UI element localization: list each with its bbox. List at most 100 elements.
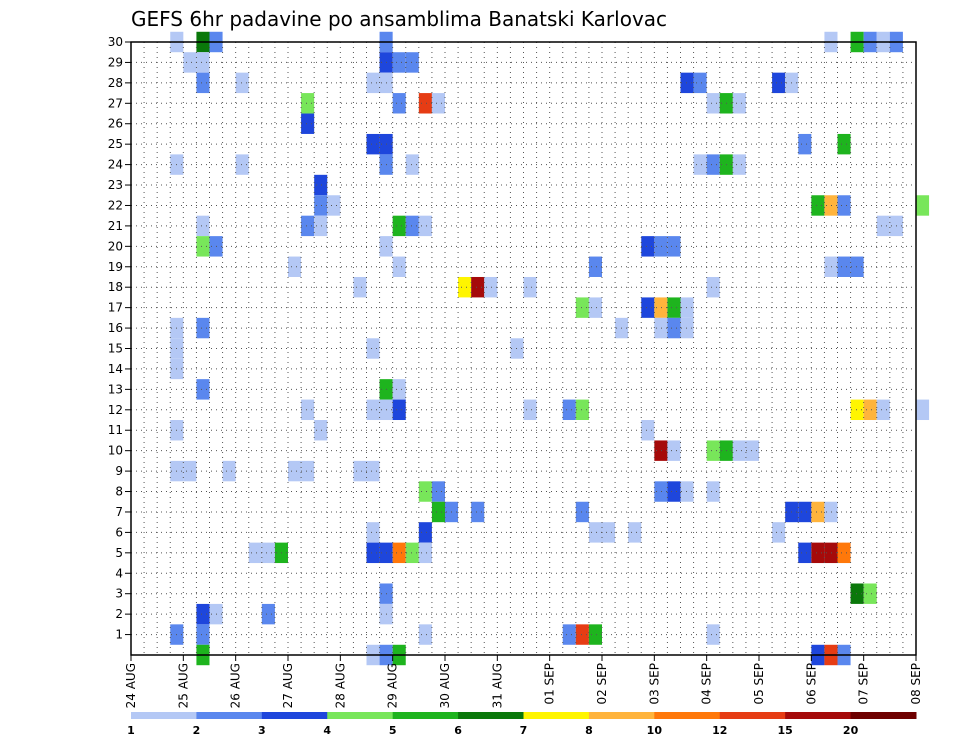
- precip-cell: [405, 215, 419, 237]
- precip-cell: [824, 501, 838, 523]
- precip-cell: [301, 113, 315, 134]
- colorbar-label: 5: [389, 724, 397, 737]
- precip-cell: [654, 297, 668, 318]
- precip-cell: [706, 481, 720, 502]
- precip-cell: [196, 379, 210, 400]
- precip-cell: [418, 481, 432, 502]
- x-tick-label: 24 AUG: [124, 663, 138, 708]
- x-tick-label: 02 SEP: [595, 663, 609, 705]
- y-tick-label: 24: [108, 158, 123, 172]
- colorbar-label: 6: [454, 724, 462, 737]
- colorbar-label: 10: [647, 724, 663, 737]
- precip-cell: [392, 52, 406, 73]
- y-tick-label: 4: [115, 566, 123, 580]
- precip-cell: [314, 195, 328, 216]
- y-tick-label: 18: [108, 280, 123, 294]
- precip-cell: [196, 215, 210, 237]
- precip-cell: [680, 317, 694, 339]
- precip-cell: [366, 72, 380, 94]
- precip-cell: [183, 52, 197, 73]
- precip-cell: [680, 297, 694, 318]
- y-tick-label: 14: [108, 362, 123, 376]
- colorbar-label: 15: [778, 724, 793, 737]
- y-tick-label: 29: [108, 55, 123, 69]
- precip-cell: [575, 399, 589, 421]
- precip-cell: [392, 379, 406, 400]
- y-tick-label: 10: [108, 444, 123, 458]
- precip-cell: [366, 133, 380, 155]
- precip-cell: [288, 460, 302, 482]
- y-tick-label: 28: [108, 76, 123, 90]
- precip-cell: [798, 133, 812, 155]
- precip-cell: [366, 338, 380, 359]
- colorbar-swatch: [327, 712, 394, 719]
- precip-cell: [706, 276, 720, 298]
- precip-cell: [418, 522, 432, 543]
- precip-cell: [706, 154, 720, 175]
- precip-cell: [811, 542, 825, 564]
- precip-cell: [706, 624, 720, 645]
- x-tick-label: 25 AUG: [176, 663, 190, 708]
- precip-cell: [366, 522, 380, 543]
- precip-cell: [392, 399, 406, 421]
- precip-cell: [811, 501, 825, 523]
- colorbar-label: 2: [193, 724, 201, 737]
- precip-cell: [732, 93, 746, 114]
- precip-cell: [392, 215, 406, 237]
- precip-cell: [667, 236, 681, 257]
- grid-lines: [131, 41, 916, 655]
- y-tick-label: 11: [108, 423, 123, 437]
- precip-cell: [916, 195, 930, 216]
- y-axis: 1234567891011121314151617181920212223242…: [108, 35, 131, 642]
- colorbar-swatch: [785, 712, 852, 719]
- precip-cell: [288, 256, 302, 277]
- colorbar-label: 3: [258, 724, 266, 737]
- y-tick-label: 6: [115, 525, 123, 539]
- precip-cell: [798, 542, 812, 564]
- precip-cell: [431, 501, 445, 523]
- precip-cell: [301, 215, 315, 237]
- y-tick-label: 5: [115, 546, 123, 560]
- precip-cell: [850, 583, 864, 604]
- precip-cell: [248, 542, 262, 564]
- y-tick-label: 30: [108, 35, 123, 49]
- precip-cell: [261, 603, 275, 625]
- precip-cell: [392, 256, 406, 277]
- colorbar: 1 2 3 4 5 6 7 8 10 12 15 20: [127, 712, 917, 737]
- precip-cell: [693, 154, 707, 175]
- precip-cell: [405, 154, 419, 175]
- precip-cell: [837, 133, 851, 155]
- colorbar-label: 12: [712, 724, 727, 737]
- y-tick-label: 8: [115, 485, 123, 499]
- precip-cell: [850, 399, 864, 421]
- precip-cell: [196, 603, 210, 625]
- precip-cell: [418, 215, 432, 237]
- precip-cell: [392, 93, 406, 114]
- precip-cell: [235, 154, 249, 175]
- precip-cell: [314, 215, 328, 237]
- precip-cell: [301, 460, 315, 482]
- colorbar-label: 8: [585, 724, 593, 737]
- precip-cell: [641, 420, 655, 441]
- chart-title: GEFS 6hr padavine po ansamblima Banatski…: [131, 7, 667, 31]
- precip-cell: [366, 460, 380, 482]
- colorbar-swatch: [523, 712, 590, 719]
- x-tick-label: 28 AUG: [333, 663, 347, 708]
- precip-cell: [196, 624, 210, 645]
- y-tick-label: 9: [115, 464, 123, 478]
- colorbar-swatch: [196, 712, 263, 719]
- precip-cell: [588, 522, 602, 543]
- x-tick-label: 08 SEP: [909, 663, 923, 705]
- precip-cell: [588, 256, 602, 277]
- precip-cell: [562, 399, 576, 421]
- precip-cell: [222, 460, 236, 482]
- precip-cell: [732, 154, 746, 175]
- y-tick-label: 12: [108, 403, 123, 417]
- x-tick-label: 26 AUG: [229, 663, 243, 708]
- precip-cell: [562, 624, 576, 645]
- y-tick-label: 15: [108, 342, 123, 356]
- precip-cell: [314, 174, 328, 196]
- precip-cell: [772, 522, 786, 543]
- precip-cell: [654, 317, 668, 339]
- x-tick-label: 04 SEP: [700, 663, 714, 705]
